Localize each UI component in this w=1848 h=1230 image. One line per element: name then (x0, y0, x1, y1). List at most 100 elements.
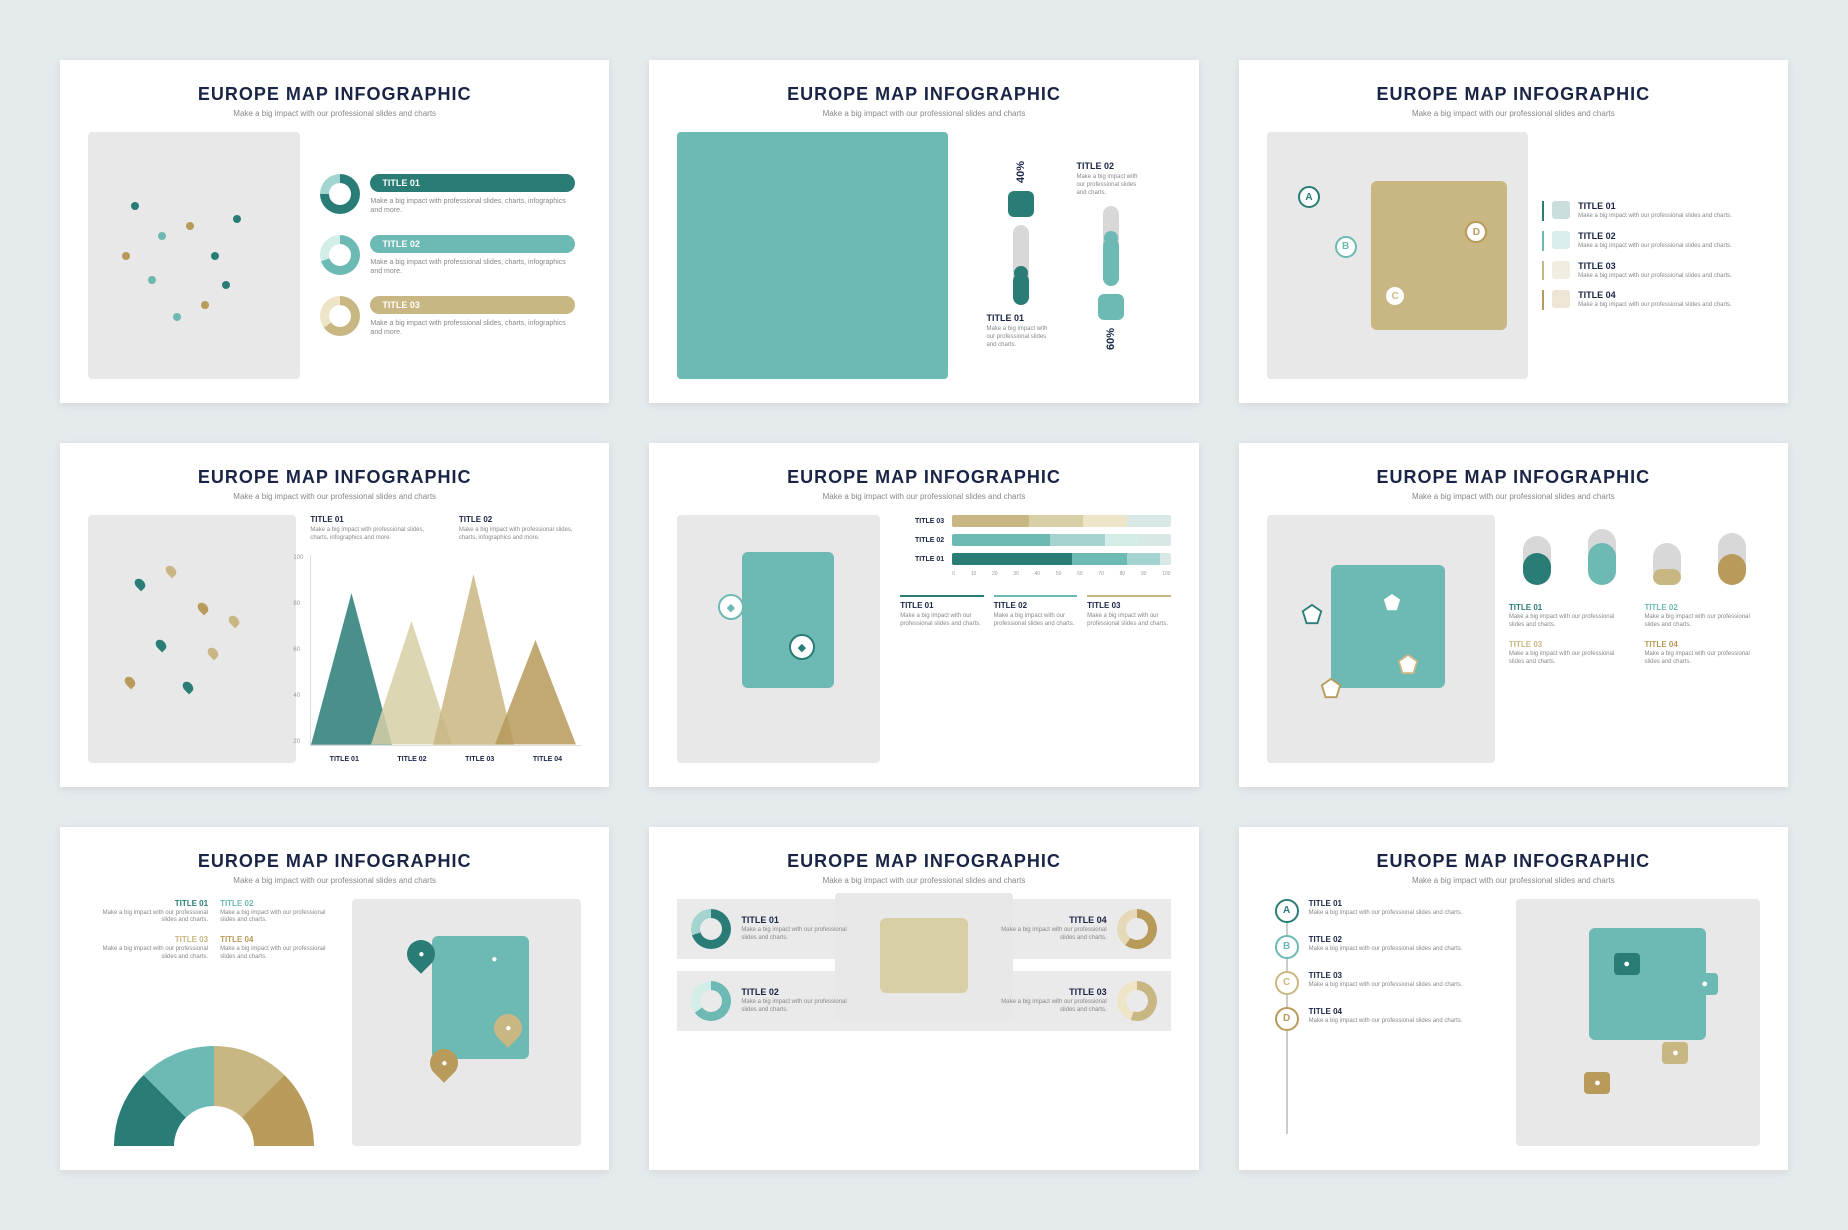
bar-row-2: TITLE 02 (900, 534, 1170, 546)
map-pin-icon (211, 252, 219, 260)
map-region (1267, 515, 1495, 762)
item-desc: Make a big impact with professional slid… (370, 258, 575, 276)
map-pin-icon (164, 564, 179, 579)
slide-subtitle: Make a big impact with our professional … (677, 876, 1170, 885)
slide-9: EUROPE MAP INFOGRAPHIC Make a big impact… (1239, 827, 1788, 1170)
list-item-1: TITLE 01 Make a big impact with our prof… (1542, 201, 1760, 221)
donut-chart-icon (1117, 981, 1157, 1021)
map-flag-icon: ● (1692, 973, 1718, 995)
map-pin-icon (148, 276, 156, 284)
bar-segment (1029, 515, 1084, 527)
x-tick: 90 (1141, 571, 1147, 577)
capsule-chart (1509, 515, 1760, 585)
item-label: TITLE 02 (220, 899, 340, 908)
slide-2: EUROPE MAP INFOGRAPHIC Make a big impact… (649, 60, 1198, 403)
text-block-3: TITLE 03 Make a big impact with our prof… (1509, 640, 1625, 667)
map-pin-icon (181, 680, 196, 695)
item-desc: Make a big impact with our professional … (88, 946, 208, 962)
triangle-chart: 10080604020 (310, 555, 581, 746)
slide-subtitle: Make a big impact with our professional … (1267, 876, 1760, 885)
europe-map-icon: ●●●● (352, 899, 581, 1146)
category-icon (1552, 231, 1570, 249)
item-desc: Make a big impact with our professional … (1309, 910, 1463, 918)
bottom-strip: TITLE 02 Make a big impact with our prof… (677, 971, 1170, 1031)
category-icon (1098, 294, 1124, 320)
item-label: TITLE 04 (1644, 640, 1760, 649)
y-tick: 80 (293, 601, 303, 607)
gauge-chart (88, 1036, 340, 1146)
item-desc: Make a big impact with our professional … (1644, 614, 1760, 630)
slide-subtitle: Make a big impact with our professional … (88, 109, 581, 118)
slide-subtitle: Make a big impact with our professional … (677, 109, 1170, 118)
map-pin-icon (122, 252, 130, 260)
map-pin-icon (133, 576, 148, 591)
map-pin-icon (233, 215, 241, 223)
slide-title: EUROPE MAP INFOGRAPHIC (1267, 851, 1760, 872)
item-desc: Make a big impact with professional slid… (459, 527, 581, 543)
bar-segment (1105, 534, 1138, 546)
category-icon (1008, 191, 1034, 217)
item-label: TITLE 02 (741, 987, 851, 997)
map-badge-A: A (1298, 186, 1320, 208)
x-label: TITLE 03 (446, 756, 514, 763)
text-block-4: TITLE 04 Make a big impact with our prof… (220, 935, 340, 962)
capsule-fill (1653, 569, 1681, 586)
item-desc: Make a big impact with our professional … (1509, 651, 1625, 667)
capsule-fill (1718, 554, 1746, 586)
step-badge: A (1275, 899, 1299, 923)
item-label: TITLE 04 (1309, 1007, 1463, 1016)
step-C: C TITLE 03 Make a big impact with our pr… (1275, 971, 1497, 995)
item-desc: Make a big impact with our professional … (1578, 243, 1732, 251)
x-label: TITLE 04 (514, 756, 582, 763)
slide-subtitle: Make a big impact with our professional … (1267, 492, 1760, 501)
slide-title: EUROPE MAP INFOGRAPHIC (1267, 467, 1760, 488)
bar-label: TITLE 03 (900, 518, 944, 525)
item-desc: Make a big impact with our professional … (220, 910, 340, 926)
item-label: TITLE 02 (1644, 603, 1760, 612)
category-icon (1552, 201, 1570, 219)
map-highlight-region (742, 552, 833, 688)
text-block-2: TITLE 02 Make a big impact with our prof… (1644, 603, 1760, 630)
item-label: TITLE 01 (1578, 201, 1732, 211)
item-desc: Make a big impact with our professional … (1509, 614, 1625, 630)
donut-chart-icon (320, 296, 360, 336)
top-strip: TITLE 01 Make a big impact with our prof… (677, 899, 1170, 959)
donut-item-2: TITLE 02 Make a big impact with professi… (320, 235, 575, 276)
item-desc: Make a big impact with our professional … (1578, 273, 1732, 281)
item-desc: Make a big impact with professional slid… (370, 197, 575, 215)
slide-7: EUROPE MAP INFOGRAPHIC Make a big impact… (60, 827, 609, 1170)
item-desc: Make a big impact with our professional … (900, 613, 983, 629)
slide-subtitle: Make a big impact with our professional … (1267, 109, 1760, 118)
item-desc: Make a big impact with our professional … (994, 613, 1077, 629)
tube-column-2: 60% TITLE 02 Make a big impact with our … (1076, 161, 1146, 349)
capsule-fill (1523, 553, 1551, 585)
x-tick: 80 (1120, 571, 1126, 577)
x-tick: 10 (971, 571, 977, 577)
capsule-bar-1 (1523, 536, 1551, 585)
text-block-2: TITLE 02 Make a big impact with our prof… (220, 899, 340, 926)
slide-title: EUROPE MAP INFOGRAPHIC (1267, 84, 1760, 105)
europe-map-icon: ●●●● (1516, 899, 1760, 1146)
item-label: TITLE 01 (900, 601, 983, 610)
item-desc: Make a big impact with our professional … (997, 999, 1107, 1015)
map-pin-icon (226, 613, 241, 628)
map-highlight-region (1589, 928, 1706, 1039)
donut-chart-icon (691, 909, 731, 949)
item-label: TITLE 03 (1087, 601, 1170, 610)
list-item-4: TITLE 04 Make a big impact with our prof… (1542, 290, 1760, 310)
donut-chart-icon (320, 174, 360, 214)
slide-3: EUROPE MAP INFOGRAPHIC Make a big impact… (1239, 60, 1788, 403)
map-pin-icon (195, 601, 210, 616)
step-badge: B (1275, 935, 1299, 959)
bar-segment (1127, 553, 1160, 565)
bar-label: TITLE 01 (900, 556, 944, 563)
bar-segment (1072, 553, 1127, 565)
map-pin-icon (122, 675, 137, 690)
item-label: TITLE 02 (1309, 935, 1463, 944)
item-desc: Make a big impact with our professional … (1087, 613, 1170, 629)
map-pin-icon (173, 313, 181, 321)
tube-chart (1013, 225, 1029, 305)
item-desc: Make a big impact with our professional … (997, 927, 1107, 943)
map-flag-icon: ● (1584, 1072, 1610, 1094)
slide-title: EUROPE MAP INFOGRAPHIC (677, 84, 1170, 105)
